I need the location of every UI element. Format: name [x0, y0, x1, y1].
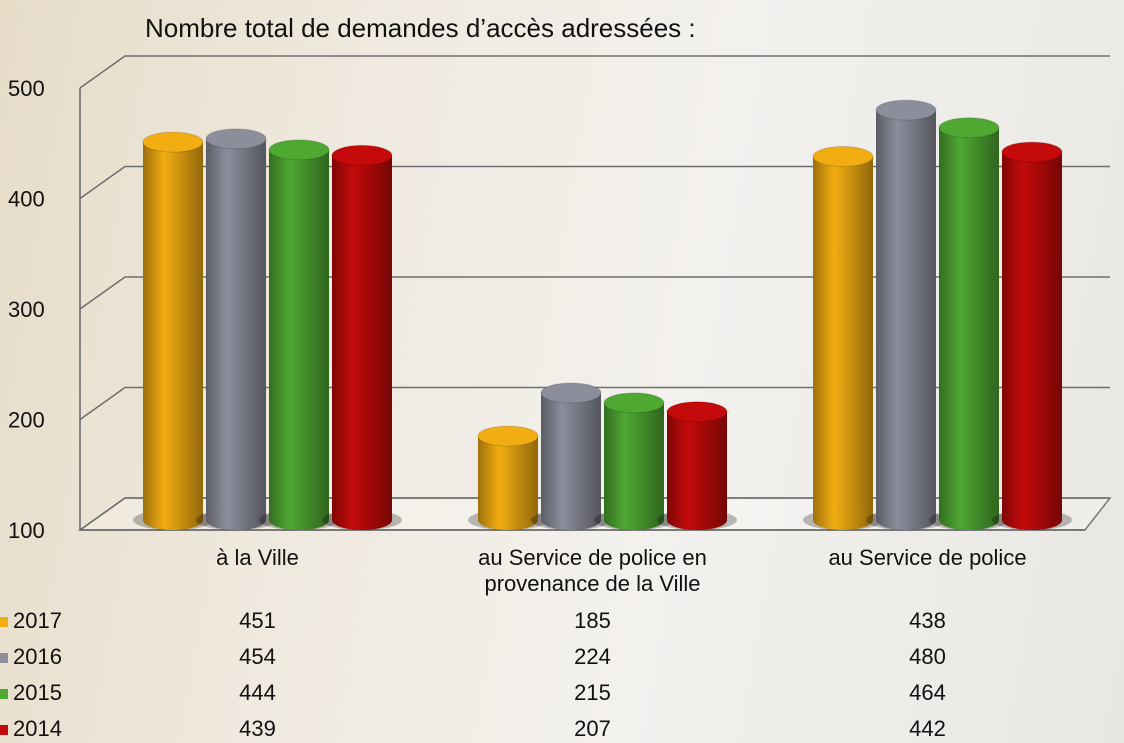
- bar-bottom-shade: [604, 510, 664, 530]
- bar-top: [332, 145, 392, 165]
- x-tick-label: au Service de police: [778, 545, 1078, 571]
- bar-bottom-shade: [541, 510, 601, 530]
- bar-top: [604, 393, 664, 413]
- bar-top: [269, 140, 329, 160]
- bar-top: [206, 129, 266, 149]
- x-tick-label: au Service de police en provenance de la…: [443, 545, 743, 597]
- legend-swatch: [0, 689, 8, 699]
- y-tick-label: 500: [8, 76, 45, 101]
- bar-bottom-shade: [667, 510, 727, 530]
- table-value: 454: [239, 644, 276, 669]
- bar-top: [939, 118, 999, 138]
- bar-top: [478, 426, 538, 446]
- bar-shade: [478, 436, 538, 520]
- bar-bottom-shade: [478, 510, 538, 530]
- chart: Nombre total de demandes d’accès adressé…: [0, 0, 1124, 743]
- legend-swatch: [0, 617, 8, 627]
- table-value: 185: [574, 608, 611, 633]
- table-value: 224: [574, 644, 611, 669]
- bar-shade: [143, 142, 203, 520]
- bar-top: [1002, 142, 1062, 162]
- bar-shade: [206, 139, 266, 520]
- bar-bottom-shade: [269, 510, 329, 530]
- y-tick-label: 200: [8, 407, 45, 432]
- bar-top: [876, 100, 936, 120]
- bar-bottom-shade: [876, 510, 936, 530]
- table-value: 442: [909, 716, 946, 741]
- bar-shade: [667, 412, 727, 520]
- bar-shade: [332, 155, 392, 520]
- table-value: 451: [239, 608, 276, 633]
- grid-line: [80, 56, 1110, 88]
- bar-shade: [876, 110, 936, 520]
- table-value: 439: [239, 716, 276, 741]
- legend-label: 2017: [13, 608, 62, 633]
- table-value: 480: [909, 644, 946, 669]
- page: Nombre total de demandes d’accès adressé…: [0, 0, 1124, 743]
- bar-shade: [541, 393, 601, 520]
- chart-title: Nombre total de demandes d’accès adressé…: [145, 13, 696, 43]
- bar-bottom-shade: [813, 510, 873, 530]
- x-tick-label: à la Ville: [108, 545, 408, 571]
- legend-swatch: [0, 653, 8, 663]
- bar-top: [143, 132, 203, 152]
- y-tick-label: 100: [8, 518, 45, 543]
- bar-shade: [813, 157, 873, 520]
- y-tick-label: 300: [8, 297, 45, 322]
- bar-top: [541, 383, 601, 403]
- table-value: 438: [909, 608, 946, 633]
- legend-swatch: [0, 725, 8, 735]
- legend-label: 2015: [13, 680, 62, 705]
- table-value: 464: [909, 680, 946, 705]
- table-value: 207: [574, 716, 611, 741]
- bar-top: [813, 147, 873, 167]
- bar-shade: [604, 403, 664, 520]
- bar-bottom-shade: [206, 510, 266, 530]
- legend-label: 2016: [13, 644, 62, 669]
- bar-bottom-shade: [939, 510, 999, 530]
- bar-shade: [939, 128, 999, 520]
- bar-bottom-shade: [332, 510, 392, 530]
- table-value: 444: [239, 680, 276, 705]
- bar-shade: [1002, 152, 1062, 520]
- legend-label: 2014: [13, 716, 62, 741]
- bar-shade: [269, 150, 329, 520]
- bar-top: [667, 402, 727, 422]
- table-value: 215: [574, 680, 611, 705]
- bar-bottom-shade: [143, 510, 203, 530]
- bar-bottom-shade: [1002, 510, 1062, 530]
- y-tick-label: 400: [8, 186, 45, 211]
